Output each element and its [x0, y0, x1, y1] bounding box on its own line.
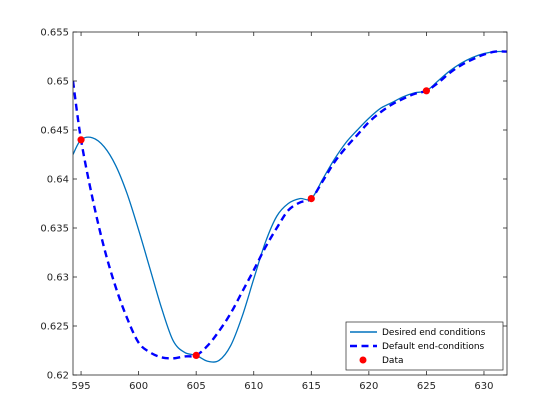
plot-area: [73, 32, 507, 375]
y-tick-label: 0.655: [40, 28, 69, 39]
data-point: [192, 351, 200, 359]
x-tick-label: 630: [474, 381, 493, 392]
y-tick-label: 0.65: [47, 77, 69, 88]
y-tick-label: 0.64: [47, 175, 69, 186]
legend-marker-data: [359, 356, 367, 364]
marker-layer: [77, 87, 431, 359]
series-layer: [73, 50, 507, 363]
legend: Desired end conditions Default end-condit…: [345, 321, 504, 371]
x-tick-label: 610: [244, 381, 263, 392]
x-tick-label: 615: [302, 381, 321, 392]
data-point: [422, 87, 431, 95]
series-line-default-end-conditions: [73, 50, 507, 360]
legend-label: Default end-conditions: [382, 342, 485, 352]
y-tick-label: 0.62: [47, 371, 69, 382]
legend-label: Desired end conditions: [382, 328, 486, 338]
x-tick-label: 620: [359, 381, 378, 392]
legend-box: [345, 321, 504, 371]
x-tick-label: 605: [187, 381, 206, 392]
x-tick-label: 595: [72, 381, 91, 392]
x-tick-label: 600: [129, 381, 148, 392]
data-point: [77, 136, 85, 144]
y-tick-label: 0.635: [40, 224, 69, 235]
axis-layer: 595 600 605 610 615 620 625 630 0.62 0.625 0.63 0.6…: [40, 28, 507, 392]
x-tick-label: 625: [417, 381, 436, 392]
legend-label: Data: [382, 356, 404, 366]
y-tick-label: 0.63: [47, 273, 69, 284]
y-tick-label: 0.645: [40, 126, 69, 137]
data-point: [307, 195, 315, 203]
plot-frame: [72, 31, 508, 376]
y-tick-label: 0.625: [40, 322, 69, 333]
